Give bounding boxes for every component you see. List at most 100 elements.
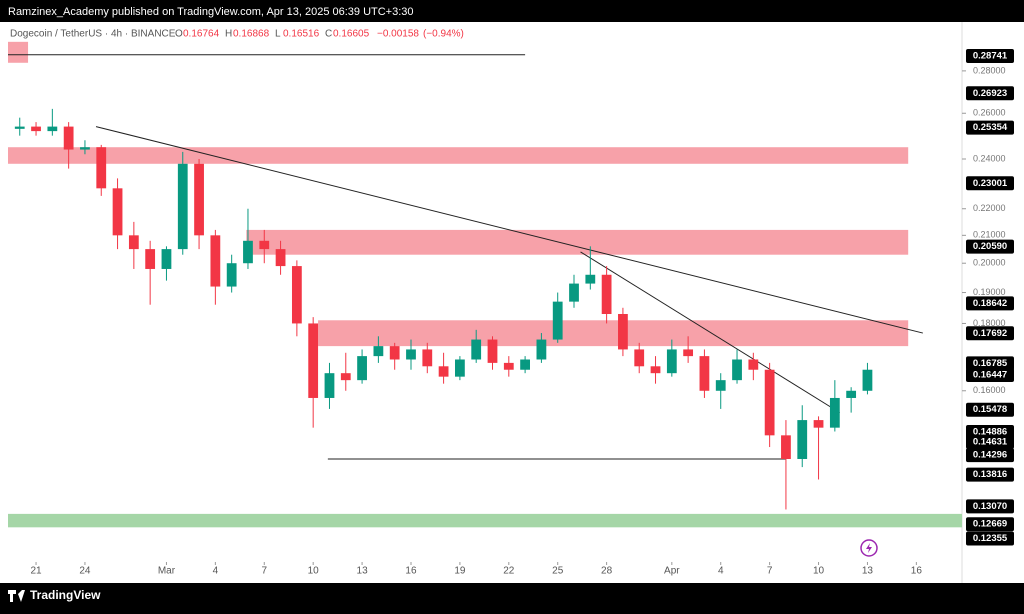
candle-body [846, 390, 857, 398]
price-label-box [966, 356, 1014, 371]
price-label-box [966, 86, 1014, 101]
candle-body [161, 249, 172, 269]
price-label: 0.12669 [973, 519, 1007, 530]
candle-body [618, 313, 628, 350]
candle-body [259, 240, 270, 250]
candle-body [813, 420, 824, 428]
y-tick-label: 0.20000 [973, 258, 1006, 268]
price-label: 0.14886 [973, 427, 1007, 438]
candle-body [585, 274, 596, 284]
zone [8, 41, 29, 63]
candle-body [96, 147, 107, 189]
price-label: 0.17692 [973, 328, 1007, 339]
candle-body [601, 274, 612, 314]
price-label-box [966, 517, 1014, 532]
candle-body [210, 235, 221, 287]
candle-body [650, 366, 661, 374]
ohlc-letter: C [325, 29, 332, 40]
ohlc-value: 0.16868 [233, 29, 270, 40]
candle-body [308, 323, 319, 398]
zone [246, 229, 909, 255]
candle-body [226, 263, 237, 287]
change-pct: (−0.94%) [423, 29, 464, 40]
candle-body [536, 339, 547, 360]
x-tick-label: 7 [261, 566, 267, 577]
x-tick-label: 4 [718, 566, 724, 577]
x-tick-label: Apr [664, 566, 680, 577]
candle-body [177, 163, 188, 250]
candle-body [128, 235, 139, 250]
chart-area [0, 22, 1024, 583]
candle-body [781, 435, 791, 459]
x-tick-label: 13 [357, 566, 369, 577]
price-label-box [966, 176, 1014, 191]
candle-body [569, 283, 579, 302]
candle-body [145, 249, 156, 269]
ohlc-letter: L [275, 29, 281, 40]
candle-body [683, 349, 694, 357]
candle-body [520, 359, 530, 370]
y-tick-label: 0.22000 [973, 203, 1006, 213]
trend-line [95, 126, 923, 334]
candle-body [699, 356, 710, 391]
price-label: 0.16447 [973, 370, 1007, 381]
y-tick-label: 0.24000 [973, 153, 1006, 163]
zone [8, 147, 909, 164]
brand-logo [8, 590, 25, 602]
x-tick-label: 4 [213, 566, 219, 577]
x-tick-label: 25 [552, 566, 564, 577]
candle-body [829, 397, 840, 428]
price-label-box [966, 239, 1014, 254]
price-label-box [966, 531, 1014, 546]
candle-body [764, 369, 775, 436]
zone [8, 513, 962, 528]
x-tick-label: 24 [79, 566, 91, 577]
price-label-box [966, 296, 1014, 311]
y-tick-label: 0.26000 [973, 108, 1006, 118]
x-tick-label: 10 [308, 566, 320, 577]
candle-body [275, 249, 286, 267]
y-tick-label: 0.18000 [973, 318, 1006, 328]
alert-icon[interactable] [860, 539, 878, 557]
price-label: 0.13816 [973, 469, 1007, 480]
candle-body [80, 147, 90, 150]
candle-body [14, 126, 25, 129]
ohlc-value: 0.16764 [183, 29, 220, 40]
candle-body [243, 240, 253, 264]
price-label: 0.28741 [973, 50, 1008, 61]
price-label: 0.12355 [973, 533, 1008, 544]
price-label-box [966, 434, 1014, 449]
price-label: 0.16785 [973, 358, 1008, 369]
price-label: 0.23001 [973, 178, 1008, 189]
candle-body [862, 369, 873, 391]
candle-body [666, 349, 677, 374]
price-label-box [966, 448, 1014, 463]
candle-body [340, 373, 351, 381]
y-tick-label: 0.16000 [973, 385, 1006, 395]
price-label-box [966, 326, 1014, 341]
symbol: Dogecoin / TetherUS · 4h · BINANCE [10, 29, 176, 40]
candle-body [63, 126, 74, 150]
ohlc-letter: O [175, 29, 183, 40]
candle-body [406, 349, 416, 360]
candle-body [422, 349, 433, 367]
x-tick-label: 16 [911, 566, 923, 577]
brand-name: TradingView [30, 588, 101, 602]
x-tick-label: 10 [813, 566, 825, 577]
candle-body [552, 301, 563, 340]
price-label-box [966, 467, 1014, 482]
change: −0.00158 [377, 29, 419, 40]
candle-body [634, 349, 645, 367]
candle-body [455, 359, 465, 377]
candle-body [373, 346, 384, 357]
candle-body [47, 126, 58, 132]
x-tick-label: 28 [601, 566, 613, 577]
candle-body [503, 362, 514, 370]
publish-info: Ramzinex_Academy published on TradingVie… [8, 6, 414, 18]
candle-body [748, 359, 759, 370]
candle-body [438, 366, 449, 377]
price-label-box [966, 402, 1014, 417]
price-label: 0.14631 [973, 436, 1008, 447]
candle-body [389, 346, 400, 360]
